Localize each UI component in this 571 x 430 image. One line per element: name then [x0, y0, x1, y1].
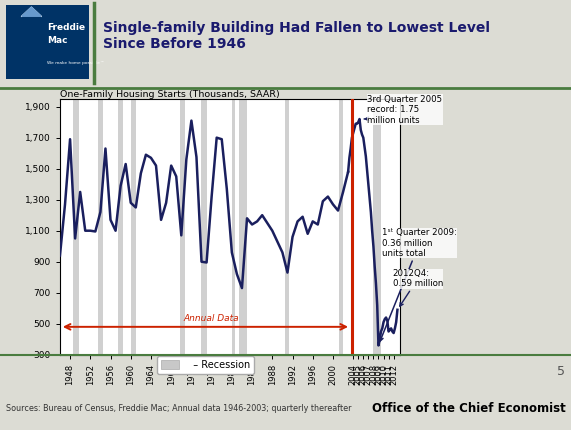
- Text: One-Family Housing Starts (Thousands, SAAR): One-Family Housing Starts (Thousands, SA…: [60, 90, 280, 99]
- Bar: [118, 99, 123, 355]
- Text: Mac: Mac: [47, 36, 67, 45]
- Bar: [239, 99, 247, 355]
- Bar: [200, 99, 207, 355]
- FancyBboxPatch shape: [6, 6, 89, 80]
- Polygon shape: [22, 7, 41, 16]
- Text: Freddie: Freddie: [47, 23, 85, 31]
- Bar: [373, 99, 381, 355]
- Text: Sources: Bureau of Census, Freddie Mac; Annual data 1946-2003; quarterly thereaf: Sources: Bureau of Census, Freddie Mac; …: [6, 405, 351, 413]
- Bar: [98, 99, 103, 355]
- Text: Single-family Building Had Fallen to Lowest Level
Since Before 1946: Single-family Building Had Fallen to Low…: [103, 21, 490, 51]
- Text: 5: 5: [557, 365, 565, 378]
- Text: We make home possible™: We make home possible™: [47, 61, 104, 65]
- Bar: [339, 99, 343, 355]
- Bar: [131, 99, 136, 355]
- Bar: [73, 99, 79, 355]
- Bar: [232, 99, 235, 355]
- Legend:   – Recession: – Recession: [158, 356, 254, 374]
- Bar: [180, 99, 186, 355]
- Text: 2012Q4:
0.59 million: 2012Q4: 0.59 million: [393, 269, 443, 306]
- Text: 1ˢᵗ Quarter 2009:
0.36 million
units total: 1ˢᵗ Quarter 2009: 0.36 million units tot…: [380, 228, 457, 341]
- Text: Annual Data: Annual Data: [184, 314, 239, 323]
- Text: 3rd Quarter 2005
record: 1.75
million units: 3rd Quarter 2005 record: 1.75 million un…: [364, 95, 443, 125]
- Bar: [286, 99, 289, 355]
- Text: Office of the Chief Economist: Office of the Chief Economist: [372, 402, 565, 415]
